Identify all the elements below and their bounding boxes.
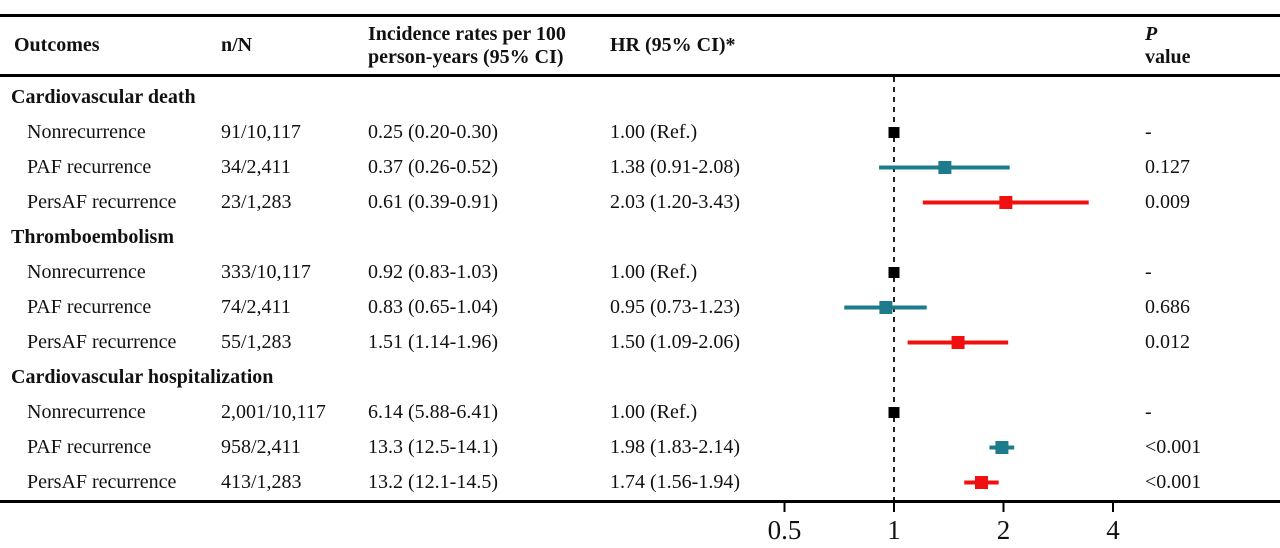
group-header-label: Cardiovascular death <box>11 86 196 108</box>
p-value-cell: 0.686 <box>1145 296 1190 318</box>
n-over-N-cell: 333/10,117 <box>221 261 311 283</box>
column-header-incidence: Incidence rates per 100 person-years (95… <box>368 17 566 74</box>
outcome-cell: PersAF recurrence <box>27 191 177 213</box>
n-over-N-cell: 34/2,411 <box>221 156 291 178</box>
incidence-cell: 1.51 (1.14-1.96) <box>368 331 498 353</box>
outcome-cell: Nonrecurrence <box>27 401 146 423</box>
group-header-row: Cardiovascular hospitalization <box>0 360 1280 395</box>
table-row: PAF recurrence 34/2,411 0.37 (0.26-0.52) 1.… <box>0 150 1280 185</box>
column-header-incidence-line1: Incidence rates per 100 <box>368 22 566 45</box>
hr-cell: 1.00 (Ref.) <box>610 261 698 283</box>
hr-cell: 0.95 (0.73-1.23) <box>610 296 740 318</box>
hr-cell: 1.00 (Ref.) <box>610 121 698 143</box>
n-over-N-cell: 2,001/10,117 <box>221 401 326 423</box>
column-header-outcomes: Outcomes <box>14 34 100 56</box>
hr-cell: 1.50 (1.09-2.06) <box>610 331 740 353</box>
group-header-label: Thromboembolism <box>11 226 174 248</box>
header-separator-line <box>0 74 1280 77</box>
table-row: PAF recurrence 958/2,411 13.3 (12.5-14.1) 1… <box>0 430 1280 465</box>
hr-cell: 1.38 (0.91-2.08) <box>610 156 740 178</box>
n-over-N-cell: 413/1,283 <box>221 471 302 493</box>
p-value-cell: 0.127 <box>1145 156 1190 178</box>
p-value-cell: 0.009 <box>1145 191 1190 213</box>
incidence-cell: 13.3 (12.5-14.1) <box>368 436 498 458</box>
p-rest: value <box>1145 45 1191 68</box>
table-row: PersAF recurrence 23/1,283 0.61 (0.39-0.91… <box>0 185 1280 220</box>
p-value-cell: - <box>1145 261 1152 283</box>
p-value-cell: - <box>1145 401 1152 423</box>
group-header-label: Cardiovascular hospitalization <box>11 366 274 388</box>
hr-cell: 2.03 (1.20-3.43) <box>610 191 740 213</box>
incidence-cell: 0.61 (0.39-0.91) <box>368 191 498 213</box>
incidence-cell: 0.92 (0.83-1.03) <box>368 261 498 283</box>
p-value-cell: <0.001 <box>1145 436 1202 458</box>
hr-cell: 1.98 (1.83-2.14) <box>610 436 740 458</box>
n-over-N-cell: 91/10,117 <box>221 121 301 143</box>
hr-cell: 1.00 (Ref.) <box>610 401 698 423</box>
x-axis-line <box>0 500 1280 503</box>
hr-cell: 1.74 (1.56-1.94) <box>610 471 740 493</box>
n-over-N-cell: 55/1,283 <box>221 331 292 353</box>
table-row: PAF recurrence 74/2,411 0.83 (0.65-1.04) 0.… <box>0 290 1280 325</box>
axis-tick-label: 1 <box>887 515 901 545</box>
p-italic: P <box>1145 22 1158 45</box>
p-value-cell: <0.001 <box>1145 471 1202 493</box>
axis-tick-label: 4 <box>1106 515 1120 545</box>
incidence-cell: 0.25 (0.20-0.30) <box>368 121 498 143</box>
outcome-cell: Nonrecurrence <box>27 121 146 143</box>
outcome-cell: PAF recurrence <box>27 296 152 318</box>
p-value-cell: 0.012 <box>1145 331 1190 353</box>
outcome-cell: PAF recurrence <box>27 436 152 458</box>
column-header-hr: HR (95% CI)* <box>610 34 736 56</box>
outcome-cell: PersAF recurrence <box>27 471 177 493</box>
group-header-row: Thromboembolism <box>0 220 1280 255</box>
incidence-cell: 0.37 (0.26-0.52) <box>368 156 498 178</box>
outcome-cell: Nonrecurrence <box>27 261 146 283</box>
table-row: PersAF recurrence 55/1,283 1.51 (1.14-1.96… <box>0 325 1280 360</box>
p-value-cell: - <box>1145 121 1152 143</box>
incidence-cell: 13.2 (12.1-14.5) <box>368 471 498 493</box>
outcome-cell: PAF recurrence <box>27 156 152 178</box>
n-over-N-cell: 958/2,411 <box>221 436 301 458</box>
axis-tick-label: 2 <box>997 515 1011 545</box>
group-header-row: Cardiovascular death <box>0 80 1280 115</box>
n-over-N-cell: 23/1,283 <box>221 191 292 213</box>
incidence-cell: 6.14 (5.88-6.41) <box>368 401 498 423</box>
outcome-cell: PersAF recurrence <box>27 331 177 353</box>
table-row: Nonrecurrence 333/10,117 0.92 (0.83-1.03) 1… <box>0 255 1280 290</box>
table-top-border <box>0 14 1280 17</box>
table-header-row: Outcomes n/N Incidence rates per 100 per… <box>0 17 1280 74</box>
axis-tick-label: 0.5 <box>768 515 802 545</box>
column-header-n-over-N: n/N <box>221 34 253 56</box>
column-header-p-value: P value <box>1145 17 1191 74</box>
table-row: Nonrecurrence 91/10,117 0.25 (0.20-0.30) 1.… <box>0 115 1280 150</box>
table-row: PersAF recurrence 413/1,283 13.2 (12.1-14.… <box>0 465 1280 500</box>
table-row: Nonrecurrence 2,001/10,117 6.14 (5.88-6.41… <box>0 395 1280 430</box>
column-header-incidence-line2: person-years (95% CI) <box>368 45 564 68</box>
n-over-N-cell: 74/2,411 <box>221 296 291 318</box>
incidence-cell: 0.83 (0.65-1.04) <box>368 296 498 318</box>
